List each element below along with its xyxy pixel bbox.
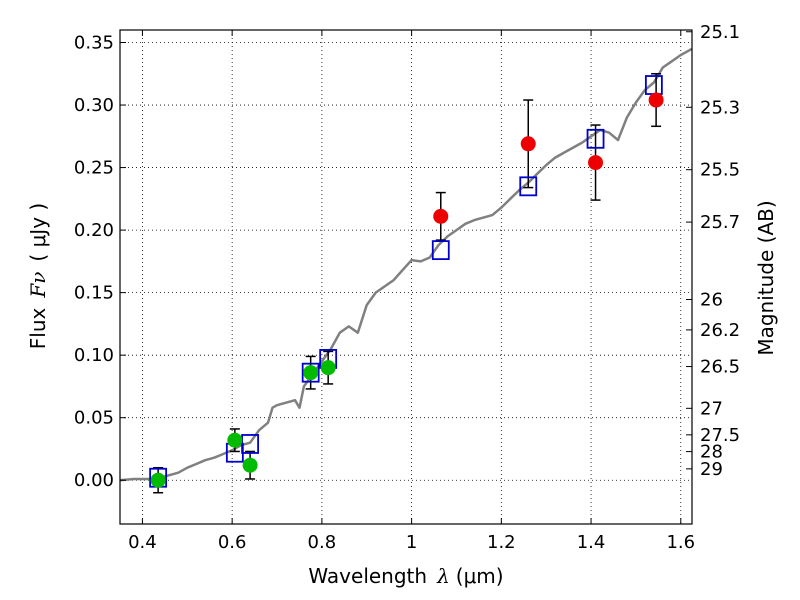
x-tick-label: 0.8	[308, 532, 337, 553]
model-photometry-square	[586, 128, 605, 149]
model-spectrum-line	[119, 47, 693, 482]
model-photometry-square	[644, 75, 663, 95]
x-tick-label: 1.2	[487, 532, 516, 553]
y-tick-label: 0.30	[74, 95, 114, 116]
y-axis-title-prefix: Flux	[26, 307, 50, 349]
green-data-point	[150, 472, 166, 488]
y-tick-label: 0.25	[74, 158, 114, 179]
x-tick-label: 0.6	[218, 532, 247, 553]
x-axis-title-prefix: Wavelength	[308, 564, 427, 588]
y2-tick-label: 26.2	[700, 320, 740, 341]
model-photometry-square	[431, 240, 450, 261]
ticks	[120, 30, 692, 524]
red-data-point	[648, 92, 664, 108]
y2-tick-label: 28	[700, 442, 723, 463]
green-data-point	[242, 457, 258, 473]
y2-tick-label: 26.5	[700, 357, 740, 378]
y2-tick-label: 27	[700, 398, 723, 419]
y2-tick-label: 26	[700, 290, 723, 311]
green-data-point	[320, 360, 336, 376]
x-tick-label: 0.4	[128, 532, 157, 553]
model-photometry-square	[301, 362, 320, 383]
y-axis-title-symbol: Fν	[26, 272, 50, 299]
x-tick-label: 1.4	[577, 532, 606, 553]
x-tick-label: 1	[406, 532, 417, 553]
x-axis-title: Wavelength λ (μm)	[308, 564, 503, 588]
green-data-point	[227, 432, 243, 448]
green-data-point	[303, 365, 319, 381]
x-tick-label: 1.6	[666, 532, 695, 553]
x-axis-title-symbol: λ	[436, 564, 450, 588]
y2-tick-label: 25.5	[700, 160, 740, 181]
model-photometry-square	[241, 434, 260, 454]
y-axis-title: Flux Fν ( μJy )	[26, 203, 50, 349]
y2-tick-label: 27.5	[700, 425, 740, 446]
y2-axis-title: Magnitude (AB)	[754, 200, 778, 355]
y-tick-label: 0.35	[74, 33, 114, 54]
y-tick-label: 0.10	[74, 345, 114, 366]
y2-tick-label: 25.1	[700, 22, 740, 43]
red-data-point	[520, 136, 536, 152]
y2-tick-label: 25.3	[700, 97, 740, 118]
y-tick-label: 0.00	[74, 470, 114, 491]
x-axis-title-unit: (μm)	[456, 564, 504, 588]
tick-labels: 0.4 0.6 0.8 1 1.2 1.4 1.6 0.00 0.05 0.10 0.15 0.20 0…	[74, 22, 740, 553]
model-photometry-square	[519, 176, 538, 197]
plot-data	[119, 47, 693, 494]
y-tick-label: 0.15	[74, 283, 114, 304]
plot-frame	[119, 29, 693, 525]
y2-tick-label: 25.7	[700, 212, 740, 233]
red-data-point	[588, 155, 604, 171]
y-tick-label: 0.20	[74, 220, 114, 241]
y-axis-title-unit: ( μJy )	[26, 203, 50, 262]
y-tick-label: 0.05	[74, 408, 114, 429]
y2-tick-label: 29	[700, 459, 723, 480]
red-data-point	[433, 208, 449, 224]
grid	[120, 30, 692, 524]
